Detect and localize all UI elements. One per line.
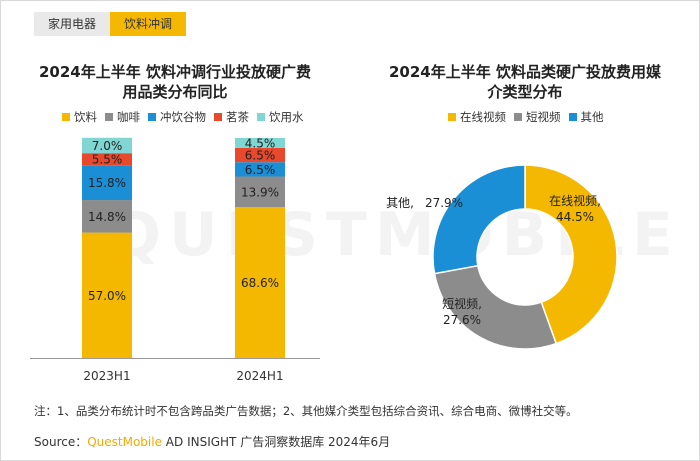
- donut-chart: 在线视频, 44.5% 短视频, 27.6% 其他, 27.9%: [386, 164, 618, 350]
- bar-legend-label: 茗茶: [226, 110, 249, 124]
- bar-value-label: 13.9%: [241, 185, 279, 199]
- source-prefix: Source：: [34, 435, 88, 449]
- donut-chart-title: 2024年上半年 饮料品类硬广投放费用媒 介类型分布: [370, 62, 680, 102]
- bar-chart-title-line2: 用品类分布同比: [122, 83, 228, 101]
- bar-segment: [235, 162, 285, 177]
- tab-beverages[interactable]: 饮料冲调: [110, 12, 187, 36]
- bar-segment: [235, 138, 285, 148]
- bar-value-label: 4.5%: [245, 136, 276, 150]
- bar-value-label: 6.5%: [245, 149, 276, 163]
- donut-slice: [432, 164, 526, 275]
- bar-legend-swatch: [214, 113, 222, 121]
- bar-value-label: 15.8%: [88, 176, 126, 190]
- donut-chart-legend: 在线视频 短视频 其他: [448, 109, 612, 125]
- tab-home-appliances[interactable]: 家用电器: [34, 12, 111, 36]
- bar-value-label: 14.8%: [88, 210, 126, 224]
- bar-legend-swatch: [257, 113, 265, 121]
- bar-legend-swatch: [148, 113, 156, 121]
- x-tick-label: 2023H1: [83, 369, 130, 383]
- slice-name-label: 在线视频,: [549, 193, 601, 208]
- x-tick-label: 2024H1: [236, 369, 283, 383]
- donut-legend-label: 短视频: [526, 110, 561, 124]
- source-brand: QuestMobile: [87, 435, 162, 449]
- category-tabs: 家用电器 饮料冲调: [34, 12, 187, 36]
- stacked-bar-chart: 57.0% 14.8% 15.8% 5.5%7.0% 2023H1 68.6% 13.9% 6…: [30, 136, 320, 383]
- bar-legend-label: 饮用水: [269, 110, 304, 124]
- bar-legend-label: 饮料: [74, 110, 97, 124]
- bar-segment: [82, 165, 132, 201]
- bar-segment: [235, 147, 285, 163]
- slice-value-label: 44.5%: [556, 210, 594, 224]
- bar-legend-label: 咖啡: [117, 110, 140, 124]
- source-line: Source：QuestMobile AD INSIGHT 广告洞察数据库 20…: [34, 433, 390, 450]
- slice-name-label: 其他,: [386, 196, 414, 210]
- donut-legend-item: 短视频: [514, 109, 561, 125]
- bar-chart-title: 2024年上半年 饮料冲调行业投放硬广费 用品类分布同比: [20, 62, 330, 102]
- bar-legend-swatch: [105, 113, 113, 121]
- bar-legend-item: 冲饮谷物: [148, 109, 206, 125]
- donut-chart-title-line2: 介类型分布: [487, 83, 563, 101]
- bar-legend-item: 咖啡: [105, 109, 140, 125]
- bar-value-label: 68.6%: [241, 276, 279, 290]
- donut-legend-label: 在线视频: [460, 110, 506, 124]
- footnote: 注：1、品类分布统计时不包含跨品类广告数据；2、其他媒介类型包括综合资讯、综合电…: [34, 404, 578, 418]
- donut-legend-item: 在线视频: [448, 109, 506, 125]
- bar-legend-swatch: [62, 113, 70, 121]
- donut-slice: [524, 164, 618, 345]
- donut-legend-label: 其他: [580, 110, 604, 124]
- bar-segment: [235, 176, 285, 208]
- bar-segment: [82, 153, 132, 166]
- slice-value-label: 27.6%: [443, 313, 481, 327]
- slice-name-label: 短视频,: [442, 296, 482, 311]
- donut-legend-item: 其他: [568, 109, 604, 125]
- bar-segment: [82, 137, 132, 154]
- donut-slice: [433, 264, 558, 350]
- bar-value-label: 7.0%: [92, 139, 123, 153]
- bar-chart-legend: 饮料 咖啡 冲饮谷物 茗茶 饮用水: [62, 109, 312, 125]
- bar-value-label: 5.5%: [92, 153, 123, 167]
- bar-segment: [235, 207, 285, 358]
- bar-value-label: 6.5%: [245, 163, 276, 177]
- source-suffix: AD INSIGHT 广告洞察数据库 2024年6月: [161, 435, 391, 449]
- bar-legend-item: 饮用水: [257, 109, 304, 125]
- donut-legend-swatch: [448, 113, 456, 121]
- bar-legend-item: 饮料: [62, 109, 97, 125]
- donut-legend-swatch: [568, 113, 577, 121]
- donut-legend-swatch: [514, 113, 522, 121]
- bar-legend-item: 茗茶: [214, 109, 249, 125]
- bar-value-label: 57.0%: [88, 289, 126, 303]
- donut-chart-title-line1: 2024年上半年 饮料品类硬广投放费用媒: [389, 63, 661, 81]
- slice-value-label: 27.9%: [425, 196, 463, 210]
- bar-segment: [82, 232, 132, 358]
- bar-legend-label: 冲饮谷物: [160, 110, 206, 124]
- bar-chart-title-line1: 2024年上半年 饮料冲调行业投放硬广费: [39, 63, 311, 81]
- bar-segment: [82, 200, 132, 233]
